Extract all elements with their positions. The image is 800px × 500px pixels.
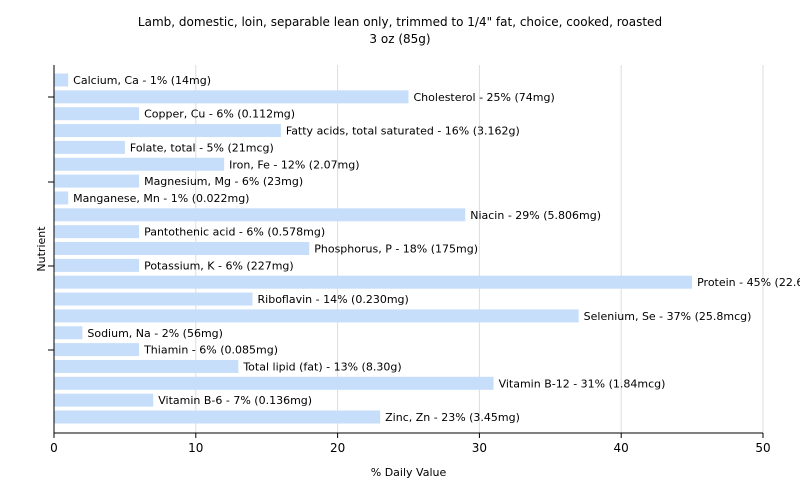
bar [54, 376, 494, 390]
bar [54, 107, 140, 121]
x-tick-label: 30 [472, 441, 487, 455]
bar [54, 258, 140, 272]
bar [54, 242, 310, 255]
bar-label: Vitamin B-6 - 7% (0.136mg) [158, 394, 312, 407]
bar-label: Iron, Fe - 12% (2.07mg) [229, 158, 359, 171]
bar [54, 208, 466, 222]
bar-label: Phosphorus, P - 18% (175mg) [314, 243, 478, 256]
bars [54, 73, 693, 424]
bar-label: Selenium, Se - 37% (25.8mcg) [584, 310, 752, 323]
bar-label: Niacin - 29% (5.806mg) [470, 209, 601, 222]
bar-label: Pantothenic acid - 6% (0.578mg) [144, 226, 325, 239]
bar [54, 275, 693, 289]
x-axis-title: % Daily Value [371, 466, 447, 479]
bar [54, 393, 154, 407]
y-axis-title: Nutrient [35, 226, 48, 272]
bar-labels: Calcium, Ca - 1% (14mg) Cholesterol - 25%… [73, 74, 800, 424]
bar-label: Fatty acids, total saturated - 16% (3.16… [286, 125, 520, 138]
chart-title: Lamb, domestic, loin, separable lean onl… [0, 14, 800, 48]
bar-label: Cholesterol - 25% (74mg) [414, 91, 555, 104]
bar-label: Total lipid (fat) - 13% (8.30g) [242, 360, 401, 373]
bar [54, 292, 253, 306]
bar-label: Copper, Cu - 6% (0.112mg) [144, 108, 295, 121]
bar [54, 343, 140, 357]
bar-label: Sodium, Na - 2% (56mg) [87, 327, 223, 340]
bar [54, 157, 225, 171]
bar [54, 225, 140, 239]
bar-label: Folate, total - 5% (21mcg) [130, 141, 274, 154]
bar [54, 174, 140, 188]
chart-subtitle: 3 oz (85g) [369, 32, 431, 46]
bar-label: Vitamin B-12 - 31% (1.84mcg) [499, 377, 666, 390]
bar [54, 410, 381, 424]
bar-label: Thiamin - 6% (0.085mg) [143, 344, 278, 357]
bar [54, 309, 579, 323]
bar-label: Potassium, K - 6% (227mg) [144, 259, 294, 272]
x-tick-label: 0 [50, 441, 58, 455]
x-tick-label: 40 [614, 441, 629, 455]
axes: 0 10 20 30 40 50 [48, 65, 771, 455]
bar [54, 124, 281, 138]
bar-label: Riboflavin - 14% (0.230mg) [258, 293, 409, 306]
chart-title-line1: Lamb, domestic, loin, separable lean onl… [137, 15, 663, 29]
bar-label: Zinc, Zn - 23% (3.45mg) [385, 411, 520, 424]
bar [54, 326, 83, 340]
bar [54, 359, 239, 373]
bar-label: Magnesium, Mg - 6% (23mg) [144, 175, 303, 188]
bar-label: Protein - 45% (22.60g) [697, 276, 800, 289]
bar [54, 73, 69, 87]
bar [54, 191, 69, 205]
bar [54, 140, 125, 154]
bar-label: Calcium, Ca - 1% (14mg) [73, 74, 211, 87]
bar [54, 90, 409, 104]
x-tick-label: 10 [188, 441, 203, 455]
bar-label: Manganese, Mn - 1% (0.022mg) [73, 192, 249, 205]
x-tick-label: 20 [330, 441, 345, 455]
x-tick-label: 50 [755, 441, 770, 455]
